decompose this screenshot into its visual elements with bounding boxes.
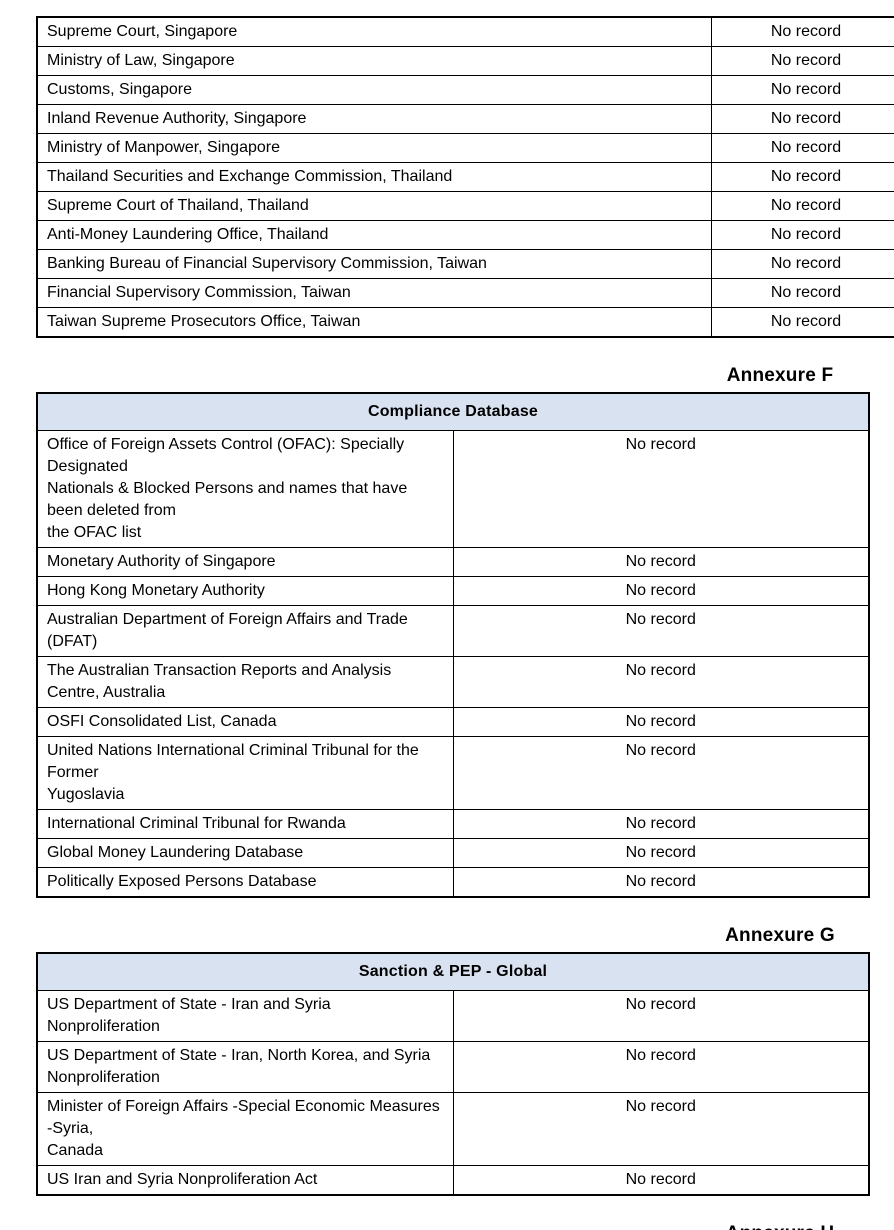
source-cell: US Department of State - Iran and Syria … xyxy=(36,990,454,1042)
result-cell: No record xyxy=(711,191,894,221)
table-row: Ministry of Manpower, Singapore No recor… xyxy=(36,133,894,163)
source-cell: Australian Department of Foreign Affairs… xyxy=(36,605,454,657)
annexure-h-label: Annexure H xyxy=(690,1222,870,1230)
source-cell: US Department of State - Iran, North Kor… xyxy=(36,1041,454,1093)
compliance-database-title: Compliance Database xyxy=(36,392,870,431)
source-cell: US Iran and Syria Nonproliferation Act xyxy=(36,1165,454,1196)
table-row: The Australian Transaction Reports and A… xyxy=(36,656,870,708)
source-cell: Customs, Singapore xyxy=(36,75,712,105)
result-cell: No record xyxy=(452,867,870,898)
source-cell: Anti-Money Laundering Office, Thailand xyxy=(36,220,712,250)
table-row: International Criminal Tribunal for Rwan… xyxy=(36,809,870,839)
annexure-h-row: Annexure H xyxy=(36,1222,870,1230)
table-row: Inland Revenue Authority, Singapore No r… xyxy=(36,104,894,134)
result-cell: No record xyxy=(452,1165,870,1196)
source-cell: Inland Revenue Authority, Singapore xyxy=(36,104,712,134)
table-row: Anti-Money Laundering Office, Thailand N… xyxy=(36,220,894,250)
table-row: Ministry of Law, Singapore No record xyxy=(36,46,894,76)
result-cell: No record xyxy=(452,809,870,839)
source-cell: Monetary Authority of Singapore xyxy=(36,547,454,577)
source-cell: Supreme Court of Thailand, Thailand xyxy=(36,191,712,221)
annexure-g-label: Annexure G xyxy=(725,925,835,946)
table-row: US Iran and Syria Nonproliferation Act N… xyxy=(36,1165,870,1196)
sanction-pep-global-title: Sanction & PEP - Global xyxy=(36,952,870,991)
table-row: Customs, Singapore No record xyxy=(36,75,894,105)
table-row: US Department of State - Iran and Syria … xyxy=(36,990,870,1042)
table-row: Monetary Authority of Singapore No recor… xyxy=(36,547,870,577)
source-cell: Financial Supervisory Commission, Taiwan xyxy=(36,278,712,308)
source-cell: United Nations International Criminal Tr… xyxy=(36,736,454,810)
table-row: Australian Department of Foreign Affairs… xyxy=(36,605,870,657)
result-cell: No record xyxy=(452,656,870,708)
table-row: Banking Bureau of Financial Supervisory … xyxy=(36,249,894,279)
result-cell: No record xyxy=(711,307,894,338)
table-row: Supreme Court of Thailand, Thailand No r… xyxy=(36,191,894,221)
result-cell: No record xyxy=(452,707,870,737)
source-cell: Ministry of Manpower, Singapore xyxy=(36,133,712,163)
annexure-g-row: Annexure G xyxy=(36,924,870,947)
annexure-f-row: Annexure F xyxy=(36,364,870,387)
result-cell: No record xyxy=(452,547,870,577)
result-cell: No record xyxy=(711,46,894,76)
table-row: Office of Foreign Assets Control (OFAC):… xyxy=(36,430,870,548)
table-row: Taiwan Supreme Prosecutors Office, Taiwa… xyxy=(36,307,894,338)
result-cell: No record xyxy=(452,1041,870,1093)
table-row: United Nations International Criminal Tr… xyxy=(36,736,870,810)
source-cell: Supreme Court, Singapore xyxy=(36,16,712,47)
source-cell: Taiwan Supreme Prosecutors Office, Taiwa… xyxy=(36,307,712,338)
result-cell: No record xyxy=(711,220,894,250)
result-cell: No record xyxy=(711,133,894,163)
table-row: Minister of Foreign Affairs -Special Eco… xyxy=(36,1092,870,1166)
table-row: US Department of State - Iran, North Kor… xyxy=(36,1041,870,1093)
table-row: OSFI Consolidated List, Canada No record xyxy=(36,707,870,737)
source-cell: International Criminal Tribunal for Rwan… xyxy=(36,809,454,839)
source-cell: Minister of Foreign Affairs -Special Eco… xyxy=(36,1092,454,1166)
table-row: Supreme Court, Singapore No record xyxy=(36,16,894,47)
source-cell: The Australian Transaction Reports and A… xyxy=(36,656,454,708)
result-cell: No record xyxy=(452,430,870,548)
result-cell: No record xyxy=(452,1092,870,1166)
table-header-row: Sanction & PEP - Global xyxy=(36,952,870,991)
source-cell: Politically Exposed Persons Database xyxy=(36,867,454,898)
table-row: Thailand Securities and Exchange Commiss… xyxy=(36,162,894,192)
source-cell: Hong Kong Monetary Authority xyxy=(36,576,454,606)
result-cell: No record xyxy=(452,605,870,657)
source-cell: OSFI Consolidated List, Canada xyxy=(36,707,454,737)
source-cell: Thailand Securities and Exchange Commiss… xyxy=(36,162,712,192)
source-cell: Banking Bureau of Financial Supervisory … xyxy=(36,249,712,279)
result-cell: No record xyxy=(452,990,870,1042)
result-cell: No record xyxy=(711,162,894,192)
result-cell: No record xyxy=(711,16,894,47)
source-cell: Ministry of Law, Singapore xyxy=(36,46,712,76)
result-cell: No record xyxy=(711,104,894,134)
result-cell: No record xyxy=(711,75,894,105)
result-cell: No record xyxy=(711,249,894,279)
annexure-f-label: Annexure F xyxy=(726,365,834,386)
compliance-database-table: Compliance Database Office of Foreign As… xyxy=(36,392,870,898)
source-cell: Office of Foreign Assets Control (OFAC):… xyxy=(36,430,454,548)
result-cell: No record xyxy=(711,278,894,308)
table-header-row: Compliance Database xyxy=(36,392,870,431)
result-cell: No record xyxy=(452,736,870,810)
table-row: Financial Supervisory Commission, Taiwan… xyxy=(36,278,894,308)
source-cell: Global Money Laundering Database xyxy=(36,838,454,868)
result-cell: No record xyxy=(452,838,870,868)
sanction-pep-global-table: Sanction & PEP - Global US Department of… xyxy=(36,952,870,1196)
table-row: Politically Exposed Persons Database No … xyxy=(36,867,870,898)
table-row: Global Money Laundering Database No reco… xyxy=(36,838,870,868)
table-row: Hong Kong Monetary Authority No record xyxy=(36,576,870,606)
result-cell: No record xyxy=(452,576,870,606)
regulatory-sources-table: Supreme Court, Singapore No record Minis… xyxy=(36,16,894,338)
